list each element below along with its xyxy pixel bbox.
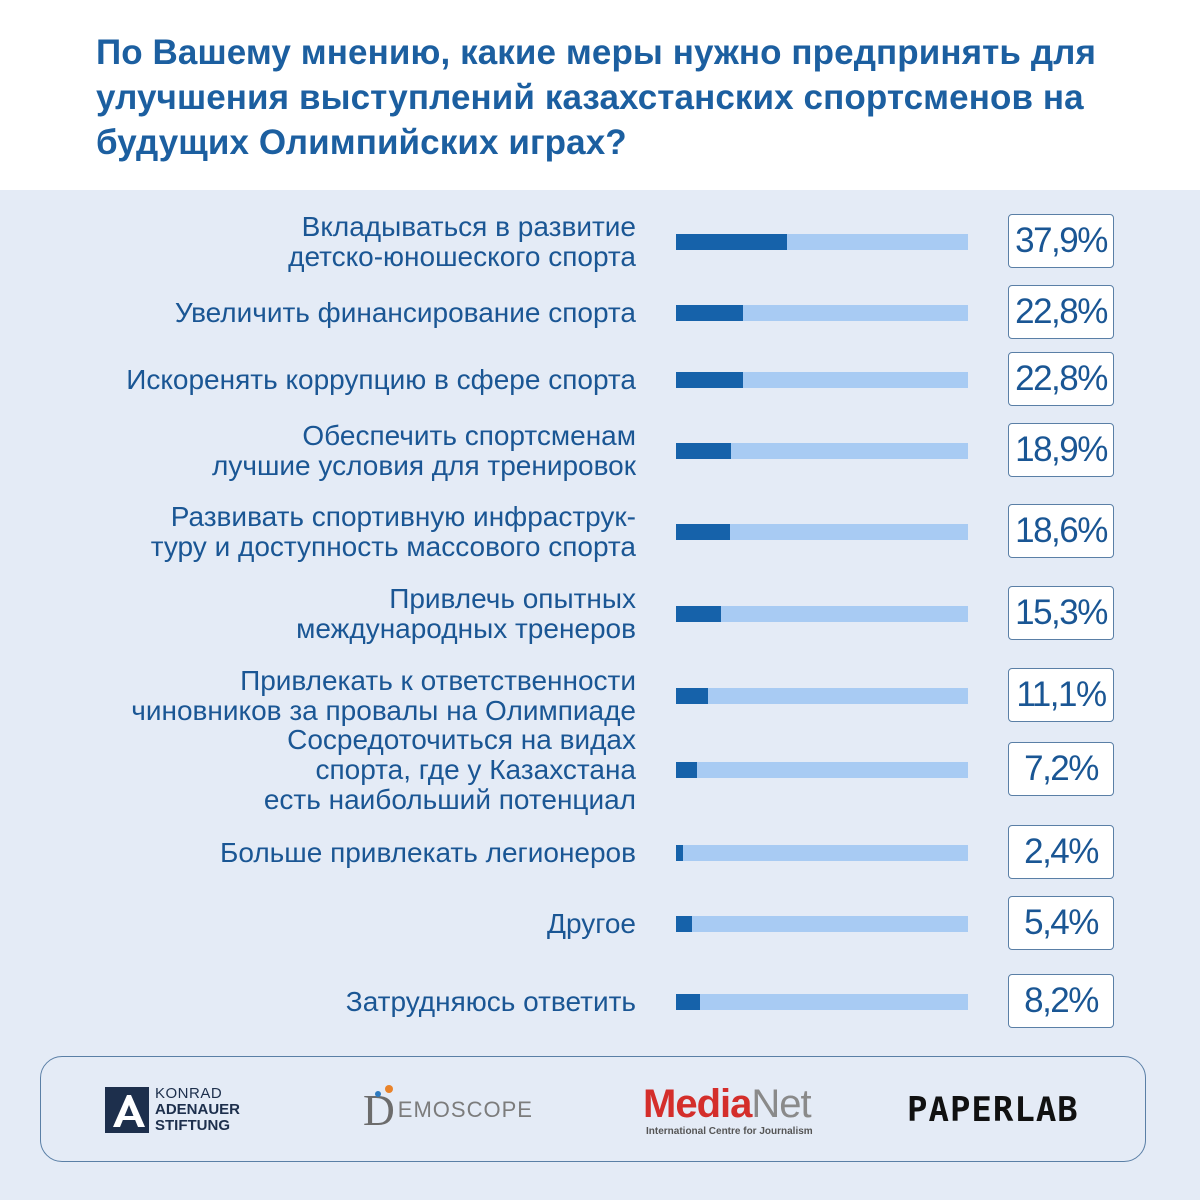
- bar-row: Привлекать к ответственности чиновников …: [0, 665, 1200, 726]
- bar-track: [676, 916, 968, 932]
- bar: [676, 234, 787, 250]
- medianet-net: Net: [751, 1081, 811, 1126]
- bar: [676, 305, 743, 321]
- category-label: Затрудняюсь ответить: [345, 986, 636, 1017]
- value-label: 22,8%: [1008, 285, 1114, 339]
- medianet-subtitle: International Centre for Journalism: [646, 1125, 813, 1137]
- category-label: Привлечь опытных международных тренеров: [296, 583, 636, 644]
- bar: [676, 762, 698, 778]
- bar: [676, 916, 692, 932]
- bar: [676, 606, 721, 622]
- bar-track: [676, 524, 968, 540]
- bar-track: [676, 762, 968, 778]
- kas-mark-icon: [105, 1087, 149, 1133]
- chart-title: По Вашему мнению, какие меры нужно предп…: [96, 33, 1096, 162]
- bar-track: [676, 443, 968, 459]
- bar-row: Затрудняюсь ответить 8,2%: [0, 974, 1200, 1030]
- bar-row: Вкладываться в развитие детско-юношеског…: [0, 211, 1200, 272]
- medianet-media: Media: [643, 1081, 752, 1126]
- bar-row: Другое 5,4%: [0, 896, 1200, 952]
- category-label: Привлекать к ответственности чиновников …: [131, 665, 636, 726]
- demoscope-mark: D: [363, 1084, 396, 1135]
- kas-line-3: STIFTUNG: [155, 1117, 230, 1134]
- bar-row: Увеличить финансирование спорта 22,8%: [0, 285, 1200, 341]
- bar-track: [676, 688, 968, 704]
- bar: [676, 372, 743, 388]
- konrad-adenauer-logo: KONRAD ADENAUER STIFTUNG: [105, 1057, 240, 1163]
- value-label: 18,9%: [1008, 423, 1114, 477]
- bar-row: Больше привлекать легионеров 2,4%: [0, 825, 1200, 881]
- value-label: 11,1%: [1008, 668, 1114, 722]
- category-label: Искоренять коррупцию в сфере спорта: [126, 364, 636, 395]
- bar: [676, 524, 731, 540]
- bar: [676, 845, 683, 861]
- bar-track: [676, 372, 968, 388]
- value-label: 18,6%: [1008, 504, 1114, 558]
- value-label: 22,8%: [1008, 352, 1114, 406]
- partner-logos: KONRAD ADENAUER STIFTUNG D EMOSCOPE Medi…: [40, 1056, 1146, 1162]
- category-label: Больше привлекать легионеров: [220, 837, 636, 868]
- bar-track: [676, 606, 968, 622]
- bar-track: [676, 305, 968, 321]
- bar-row: Искоренять коррупцию в сфере спорта 22,8%: [0, 352, 1200, 408]
- value-label: 37,9%: [1008, 214, 1114, 268]
- bar: [676, 688, 709, 704]
- category-label: Сосредоточиться на видах спорта, где у К…: [263, 724, 636, 815]
- bar-row: Привлечь опытных международных тренеров 1…: [0, 583, 1200, 644]
- bar: [676, 994, 700, 1010]
- medianet-logo: MediaNet International Centre for Journa…: [643, 1057, 813, 1163]
- value-label: 5,4%: [1008, 896, 1114, 950]
- bar-track: [676, 994, 968, 1010]
- bar-row: Развивать спортивную инфраструк- туру и …: [0, 501, 1200, 562]
- bar-row: Сосредоточиться на видах спорта, где у К…: [0, 724, 1200, 815]
- demoscope-logo: D EMOSCOPE: [363, 1057, 533, 1163]
- category-label: Обеспечить спортсменам лучшие условия дл…: [212, 420, 636, 481]
- category-label: Другое: [547, 908, 636, 939]
- bar: [676, 443, 732, 459]
- category-label: Вкладываться в развитие детско-юношеског…: [288, 211, 636, 272]
- value-label: 8,2%: [1008, 974, 1114, 1028]
- paperlab-logo: PAPERLAB: [907, 1090, 1079, 1130]
- kas-line-1: KONRAD: [155, 1085, 223, 1102]
- value-label: 15,3%: [1008, 586, 1114, 640]
- value-label: 2,4%: [1008, 825, 1114, 879]
- demoscope-text: EMOSCOPE: [397, 1097, 533, 1122]
- bar-chart: Вкладываться в развитие детско-юношеског…: [0, 190, 1200, 1040]
- kas-line-2: ADENAUER: [155, 1101, 241, 1118]
- bar-track: [676, 234, 968, 250]
- category-label: Увеличить финансирование спорта: [174, 297, 636, 328]
- value-label: 7,2%: [1008, 742, 1114, 796]
- bar-track: [676, 845, 968, 861]
- bar-row: Обеспечить спортсменам лучшие условия дл…: [0, 420, 1200, 481]
- category-label: Развивать спортивную инфраструк- туру и …: [150, 501, 636, 562]
- header: По Вашему мнению, какие меры нужно предп…: [0, 0, 1200, 190]
